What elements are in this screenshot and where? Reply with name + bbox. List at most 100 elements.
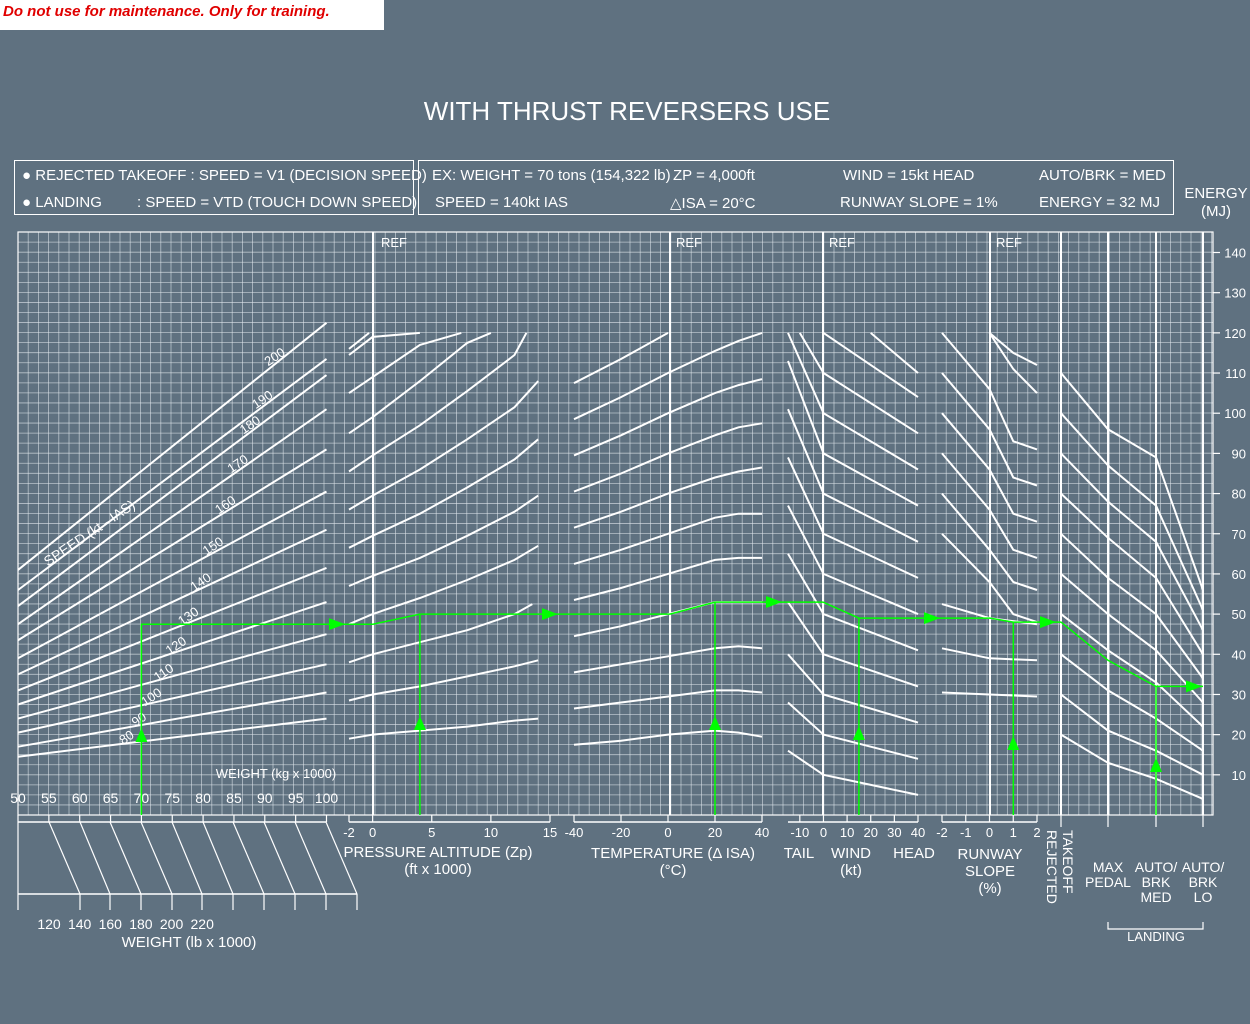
energy-tick-label: 30 <box>1232 687 1246 702</box>
weight-lb-tick-label: 140 <box>68 916 92 932</box>
altitude-axis-title: PRESSURE ALTITUDE (Zp) <box>344 844 533 861</box>
temperature-curve <box>573 332 669 384</box>
wind-curve <box>787 456 919 579</box>
slope-curve <box>988 332 1038 366</box>
temperature-axis-title: (°C) <box>660 862 687 879</box>
braking-curve <box>1060 452 1204 631</box>
wind-curve <box>787 749 919 796</box>
speed-line-label: 200 <box>261 344 287 369</box>
altitude-curve <box>348 717 539 740</box>
example-arrow <box>329 618 345 631</box>
wind-curve <box>787 505 919 616</box>
wind-tick-label: 10 <box>840 825 854 840</box>
weight-conversion-line <box>232 821 265 895</box>
altitude-curve <box>348 380 539 511</box>
braking-column-label: MED <box>1140 889 1171 905</box>
altitude-curve <box>348 438 539 549</box>
speed-line <box>17 322 328 571</box>
ref-label: REF <box>676 235 702 250</box>
ref-label: REF <box>829 235 855 250</box>
weight-lb-tick-label: 220 <box>191 916 215 932</box>
speed-line <box>17 408 328 625</box>
altitude-tick-label: 10 <box>484 825 498 840</box>
energy-tick-label: 20 <box>1232 728 1246 743</box>
altitude-curve <box>348 494 539 587</box>
wind-curve <box>787 653 919 724</box>
ref-label: REF <box>996 235 1022 250</box>
example-zp: ZP = 4,000ft <box>673 167 755 184</box>
braking-curve <box>1060 372 1204 591</box>
altitude-tick-label: 0 <box>369 825 376 840</box>
example-arrow <box>1007 736 1020 750</box>
slope-curve <box>941 412 1038 523</box>
example-arrow <box>709 716 721 730</box>
slope-curve <box>941 372 1038 487</box>
weight-conversion-line <box>109 821 142 895</box>
example-path <box>135 596 1203 815</box>
wind-tick-label: 40 <box>911 825 925 840</box>
speed-line-label: 90 <box>129 709 149 730</box>
rto-condition-text: REJECTED TAKEOFF : SPEED = V1 (DECISION … <box>35 167 427 184</box>
energy-tick-label: 100 <box>1224 406 1246 421</box>
example-arrow <box>413 716 426 730</box>
energy-axis-unit: (MJ) <box>1201 203 1231 220</box>
braking-column-label: PEDAL <box>1085 874 1131 890</box>
braking-column-label: TAKEOFF <box>1060 830 1076 894</box>
training-banner: Do not use for maintenance. Only for tra… <box>0 0 384 30</box>
example-isa-text: ISA = 20°C <box>681 195 756 212</box>
wind-curve <box>787 408 919 543</box>
temperature-tick-label: -40 <box>565 825 584 840</box>
weight-kg-tick-label: 60 <box>72 790 88 806</box>
speed-line <box>17 601 327 706</box>
speed-line-label: 80 <box>116 727 136 748</box>
temperature-curve <box>573 331 763 421</box>
wind-tail-label: TAIL <box>784 845 815 862</box>
altitude-curve <box>348 331 492 435</box>
weight-conversion-line <box>294 821 327 895</box>
braking-curve <box>1060 613 1204 728</box>
wind-curve <box>822 332 919 398</box>
temperature-curve <box>573 689 763 710</box>
wind-curve <box>870 332 919 374</box>
example-slope: RUNWAY SLOPE = 1% <box>840 194 998 211</box>
speed-line <box>17 490 327 660</box>
weight-conversion-line <box>202 821 234 895</box>
weight-kg-tick-label: 75 <box>164 790 180 806</box>
example-arrow <box>1040 616 1056 629</box>
weight-conversion-line <box>79 821 111 895</box>
energy-tick-label: 110 <box>1225 366 1246 381</box>
wind-curve <box>798 332 919 435</box>
energy-tick-label: 120 <box>1224 326 1246 341</box>
altitude-curve <box>348 659 539 702</box>
braking-curve <box>1060 412 1204 611</box>
slope-curve <box>941 647 1038 662</box>
slope-curve <box>941 533 1038 624</box>
example-weight: EX: WEIGHT = 70 tons (154,322 lb) <box>432 167 671 184</box>
speed-line <box>17 566 327 692</box>
slope-curve <box>941 492 1038 591</box>
braking-curve <box>1060 693 1204 776</box>
temperature-curve <box>573 645 763 674</box>
altitude-curve <box>348 331 420 356</box>
energy-axis-title: ENERGY <box>1184 185 1247 202</box>
slope-axis-title: SLOPE <box>965 863 1015 880</box>
weight-kg-tick-label: 80 <box>195 790 211 806</box>
temperature-curve <box>573 729 763 746</box>
temperature-curve <box>573 601 762 638</box>
example-arrow <box>542 608 558 621</box>
temperature-curve <box>573 556 762 601</box>
speed-line <box>17 717 327 758</box>
temperature-tick-label: -20 <box>612 825 631 840</box>
speed-line <box>17 528 327 676</box>
speed-line-label: 190 <box>249 387 275 412</box>
energy-tick-label: 90 <box>1232 446 1246 461</box>
altitude-curve <box>348 332 370 350</box>
banner-text: Do not use for maintenance. Only for tra… <box>3 3 330 20</box>
weight-lb-title: WEIGHT (lb x 1000) <box>122 934 257 951</box>
wind-tick-label: 20 <box>863 825 877 840</box>
example-box <box>418 160 1174 215</box>
wind-curve <box>787 601 919 688</box>
slope-axis-title: (%) <box>978 880 1001 897</box>
slope-curve <box>941 691 1038 698</box>
ref-label: REF <box>381 235 407 250</box>
